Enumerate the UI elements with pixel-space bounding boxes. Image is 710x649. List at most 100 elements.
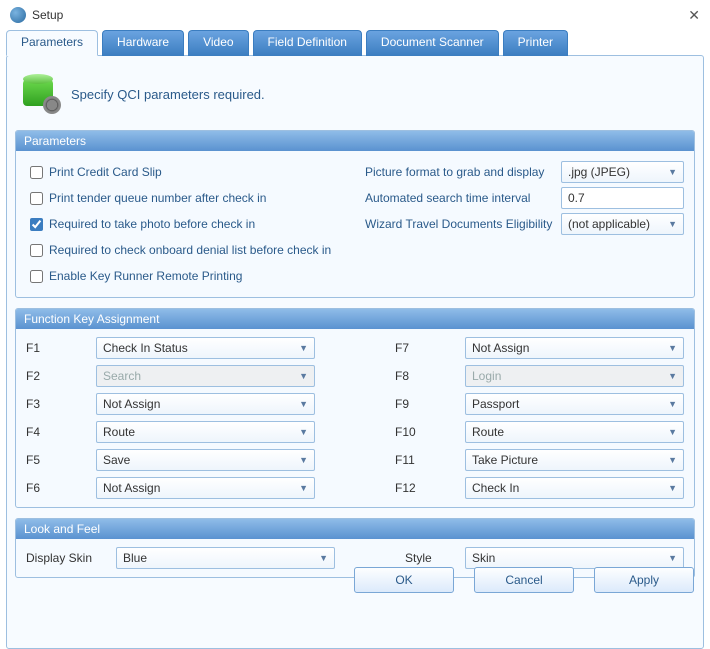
fkey-label: F1 xyxy=(26,341,86,355)
style-label: Style xyxy=(405,551,455,565)
cancel-button[interactable]: Cancel xyxy=(474,567,574,593)
checkbox-label: Print Credit Card Slip xyxy=(49,165,162,179)
chevron-down-icon: ▼ xyxy=(668,553,677,563)
parameters-kv-col: Picture format to grab and display .jpg (… xyxy=(365,159,684,289)
fkey-label: F8 xyxy=(395,369,455,383)
fkey-combo[interactable]: Check In ▼ xyxy=(465,477,684,499)
tab-printer[interactable]: Printer xyxy=(503,30,568,56)
fkey-value: Check In Status xyxy=(103,341,188,355)
fkey-label: F11 xyxy=(395,453,455,467)
chevron-down-icon: ▼ xyxy=(299,483,308,493)
fkey-combo[interactable]: Check In Status ▼ xyxy=(96,337,315,359)
fkey-label: F6 xyxy=(26,481,86,495)
check-row: Required to take photo before check in xyxy=(26,211,345,237)
checkbox[interactable] xyxy=(30,244,43,257)
style-combo[interactable]: Skin ▼ xyxy=(465,547,684,569)
look-grid: Display Skin Blue ▼ Style Skin ▼ xyxy=(26,547,684,569)
kv-text-input[interactable]: 0.7 xyxy=(561,187,684,209)
kv-label: Wizard Travel Documents Eligibility xyxy=(365,217,555,231)
close-icon[interactable]: ✕ xyxy=(688,7,700,24)
chevron-down-icon: ▼ xyxy=(668,455,677,465)
chevron-down-icon: ▼ xyxy=(668,371,677,381)
fkey-value: Not Assign xyxy=(472,341,529,355)
checkbox[interactable] xyxy=(30,218,43,231)
fkey-value: Save xyxy=(103,453,130,467)
kv-row: Picture format to grab and display .jpg (… xyxy=(365,159,684,185)
fkey-label: F10 xyxy=(395,425,455,439)
section-header: Parameters xyxy=(16,131,694,151)
kv-value: .jpg (JPEG) xyxy=(568,165,630,179)
fkey-value: Check In xyxy=(472,481,519,495)
fkey-combo: Login ▼ xyxy=(465,365,684,387)
check-row: Enable Key Runner Remote Printing xyxy=(26,263,345,289)
kv-label: Picture format to grab and display xyxy=(365,165,555,179)
tab-hardware[interactable]: Hardware xyxy=(102,30,184,56)
fkey-label: F3 xyxy=(26,397,86,411)
fkey-label: F2 xyxy=(26,369,86,383)
chevron-down-icon: ▼ xyxy=(319,553,328,563)
hero-text: Specify QCI parameters required. xyxy=(71,87,265,102)
parameters-check-col: Print Credit Card Slip Print tender queue… xyxy=(26,159,345,289)
fkey-combo[interactable]: Save ▼ xyxy=(96,449,315,471)
checkbox-label: Print tender queue number after check in xyxy=(49,191,266,205)
fkey-value: Search xyxy=(103,369,141,383)
checkbox[interactable] xyxy=(30,270,43,283)
tab-field-definition[interactable]: Field Definition xyxy=(253,30,362,56)
fkey-combo[interactable]: Not Assign▼ xyxy=(465,337,684,359)
chevron-down-icon: ▼ xyxy=(299,455,308,465)
kv-combo[interactable]: .jpg (JPEG) ▼ xyxy=(561,161,684,183)
kv-row: Wizard Travel Documents Eligibility (not … xyxy=(365,211,684,237)
skin-combo[interactable]: Blue ▼ xyxy=(116,547,335,569)
tabstrip: ParametersHardwareVideoField DefinitionD… xyxy=(6,30,704,56)
style-value: Skin xyxy=(472,551,495,565)
kv-value: (not applicable) xyxy=(568,217,650,231)
fkey-combo[interactable]: Route▼ xyxy=(96,421,315,443)
kv-combo[interactable]: (not applicable)▼ xyxy=(561,213,684,235)
fkey-combo[interactable]: Not Assign▼ xyxy=(96,393,315,415)
section-header: Look and Feel xyxy=(16,519,694,539)
section-parameters: Parameters Print Credit Card Slip Print t… xyxy=(15,130,695,298)
fkey-label: F5 xyxy=(26,453,86,467)
chevron-down-icon: ▼ xyxy=(299,343,308,353)
section-fkeys: Function Key Assignment F1Check In Statu… xyxy=(15,308,695,508)
checkbox[interactable] xyxy=(30,166,43,179)
fkey-label: F9 xyxy=(395,397,455,411)
fkey-value: Login xyxy=(472,369,501,383)
workspace: ParametersHardwareVideoField DefinitionD… xyxy=(6,30,704,599)
tab-content: Specify QCI parameters required. Paramet… xyxy=(6,55,704,649)
checkbox-label: Enable Key Runner Remote Printing xyxy=(49,269,242,283)
fkey-label: F7 xyxy=(395,341,455,355)
hero: Specify QCI parameters required. xyxy=(15,64,695,130)
check-row: Print tender queue number after check in xyxy=(26,185,345,211)
apply-button[interactable]: Apply xyxy=(594,567,694,593)
fkey-value: Not Assign xyxy=(103,481,160,495)
checkbox[interactable] xyxy=(30,192,43,205)
fkey-combo[interactable]: Passport▼ xyxy=(465,393,684,415)
titlebar: Setup ✕ xyxy=(0,0,710,30)
fkey-value: Take Picture xyxy=(472,453,538,467)
fkey-value: Route xyxy=(472,425,504,439)
ok-button[interactable]: OK xyxy=(354,567,454,593)
check-row: Required to check onboard denial list be… xyxy=(26,237,345,263)
fkey-value: Passport xyxy=(472,397,519,411)
chevron-down-icon: ▼ xyxy=(668,483,677,493)
fkey-combo[interactable]: Take Picture ▼ xyxy=(465,449,684,471)
chevron-down-icon: ▼ xyxy=(668,427,677,437)
chevron-down-icon: ▼ xyxy=(299,427,308,437)
checkbox-label: Required to check onboard denial list be… xyxy=(49,243,331,257)
tab-video[interactable]: Video xyxy=(188,30,248,56)
window-title: Setup xyxy=(32,8,63,22)
button-bar: OK Cancel Apply xyxy=(354,567,694,593)
fkey-grid: F1 Check In Status ▼ F7 Not Assign ▼ F2 Search ▼… xyxy=(26,337,684,499)
tab-parameters[interactable]: Parameters xyxy=(6,30,98,56)
fkey-label: F4 xyxy=(26,425,86,439)
tab-document-scanner[interactable]: Document Scanner xyxy=(366,30,499,56)
fkey-combo[interactable]: Not Assign ▼ xyxy=(96,477,315,499)
checkbox-label: Required to take photo before check in xyxy=(49,217,255,231)
app-icon xyxy=(10,7,26,23)
fkey-combo[interactable]: Route ▼ xyxy=(465,421,684,443)
chevron-down-icon: ▼ xyxy=(668,167,677,177)
skin-value: Blue xyxy=(123,551,147,565)
database-gear-icon xyxy=(21,74,61,114)
check-row: Print Credit Card Slip xyxy=(26,159,345,185)
